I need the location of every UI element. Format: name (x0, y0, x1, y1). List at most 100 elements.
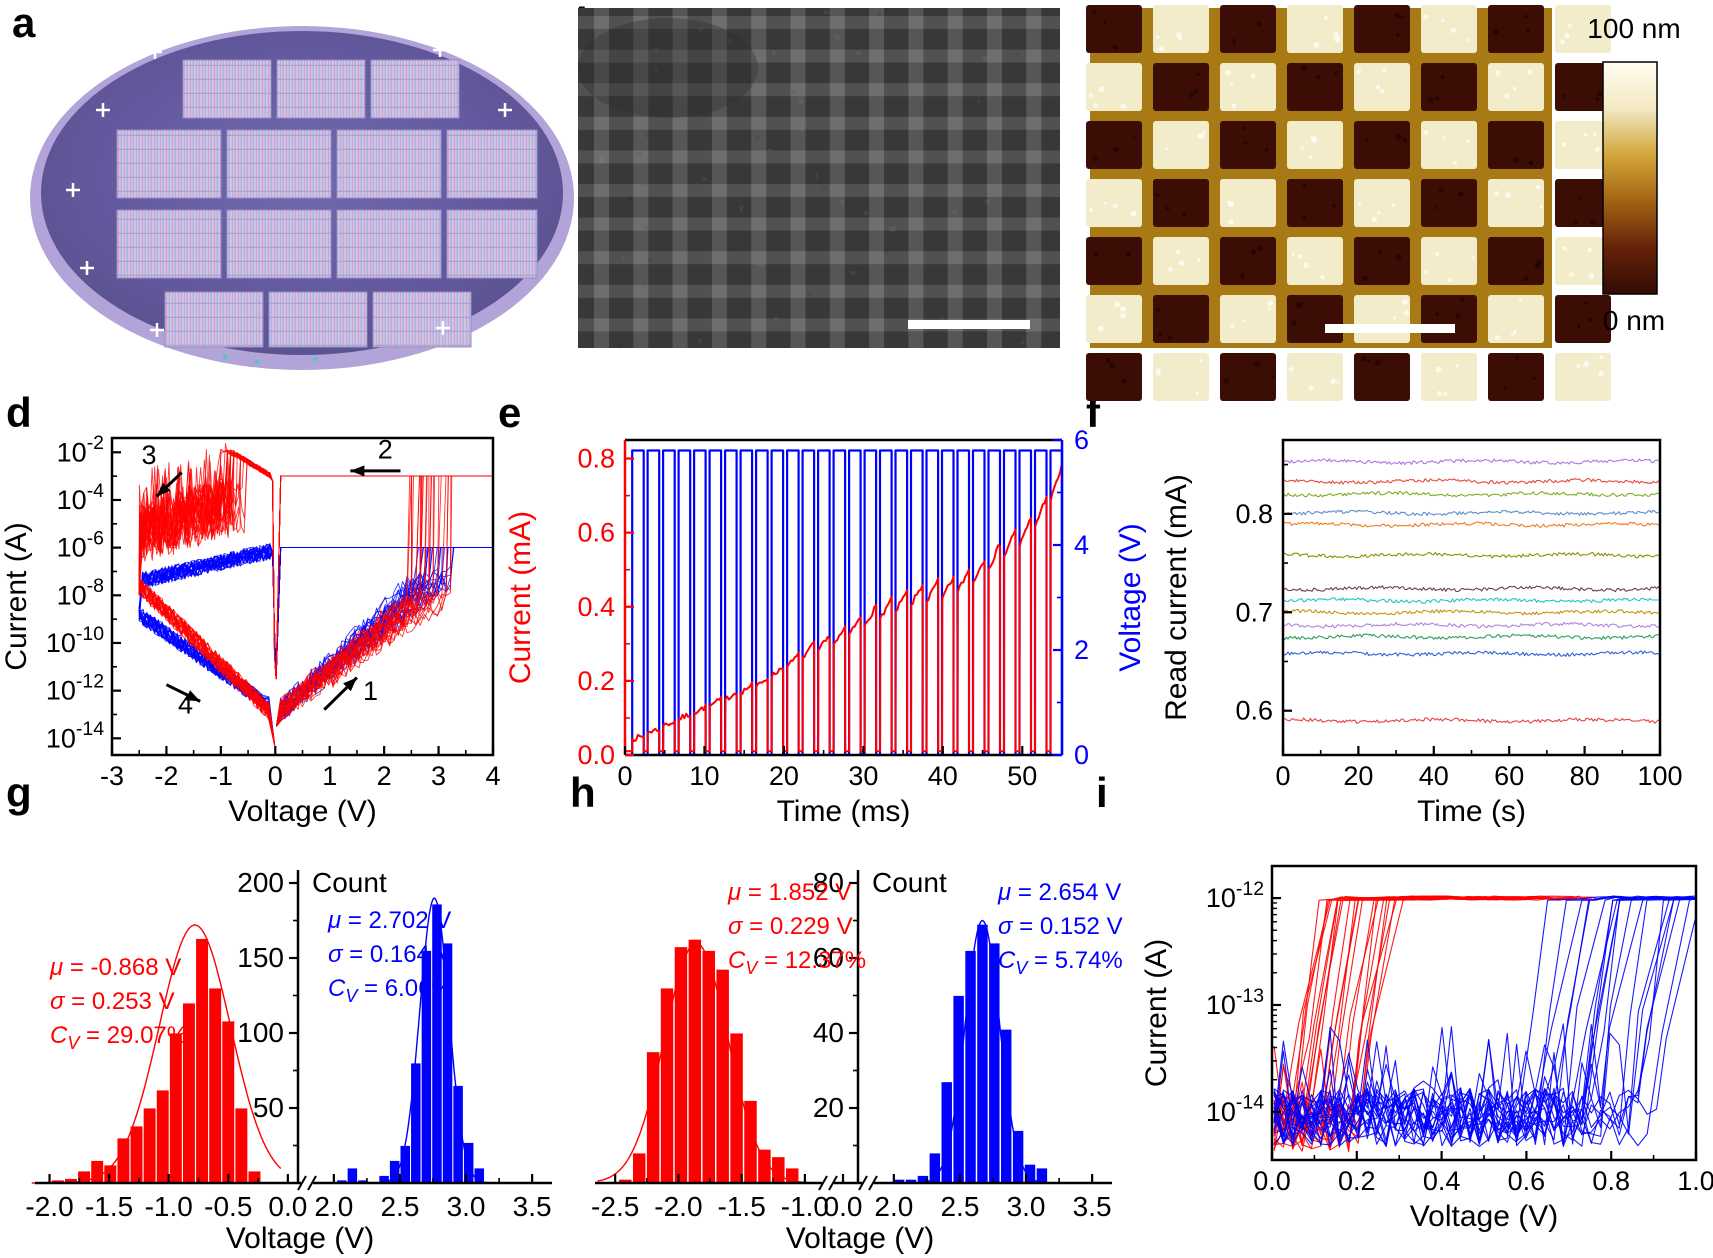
colorbar-min-label: 0 nm (1603, 305, 1665, 336)
stats-line: CV = 5.74% (998, 947, 1123, 978)
histogram-bar (659, 987, 675, 1184)
svg-text:10-4: 10-4 (57, 480, 105, 515)
svg-text:-1.5: -1.5 (718, 1191, 766, 1222)
stats-line: σ = 0.164 V (328, 941, 453, 968)
afm-high-square (1555, 237, 1611, 285)
svg-text:10-10: 10-10 (46, 623, 104, 658)
svg-text:0.0: 0.0 (1253, 1166, 1291, 1196)
svg-text:3: 3 (141, 440, 156, 470)
panel-label-i: i (1096, 769, 1108, 816)
svg-text:0: 0 (1074, 740, 1089, 770)
svg-text:-3: -3 (100, 761, 124, 791)
die-array (268, 291, 368, 348)
afm-high-square (1488, 295, 1544, 343)
count-axis-label: Count (312, 867, 387, 898)
svg-text:20: 20 (1343, 761, 1373, 791)
afm-low-square (1421, 179, 1477, 227)
svg-text:Current (A): Current (A) (1140, 939, 1173, 1087)
histogram-bar (346, 1167, 358, 1184)
svg-text:10-14: 10-14 (1206, 1092, 1264, 1127)
afm-high-square (1488, 63, 1544, 111)
afm-low-square (1488, 353, 1544, 401)
die-array (446, 129, 538, 199)
afm-low-square (1287, 63, 1343, 111)
svg-text:-1.0: -1.0 (145, 1191, 193, 1222)
die-array (372, 291, 472, 348)
svg-text:30: 30 (848, 761, 878, 791)
svg-text:2.5: 2.5 (380, 1191, 419, 1222)
histogram-bar (964, 950, 977, 1184)
svg-text:-1.0: -1.0 (781, 1191, 829, 1222)
histogram-bar (155, 1089, 170, 1184)
afm-low-square (1354, 121, 1410, 169)
afm-low-square (1555, 179, 1611, 227)
afm-low-square (1220, 121, 1276, 169)
afm-low-square (1287, 179, 1343, 227)
afm-high-square (1555, 121, 1611, 169)
svg-text:Voltage (V): Voltage (V) (226, 1222, 374, 1255)
die-array (182, 59, 272, 119)
afm-high-square (1354, 63, 1410, 111)
svg-text:2.5: 2.5 (940, 1191, 979, 1222)
afm-low-square (1354, 353, 1410, 401)
svg-text:40: 40 (813, 1017, 844, 1048)
svg-text:0.8: 0.8 (577, 444, 615, 474)
colorbar-max-label: 100 nm (1587, 13, 1680, 44)
svg-text:6: 6 (1074, 425, 1089, 455)
svg-text:Current (mA): Current (mA) (504, 511, 537, 684)
histogram-bar (646, 1051, 661, 1184)
afm-high-square (1086, 63, 1142, 111)
svg-text:0.0: 0.0 (268, 1191, 307, 1222)
afm-low-square (1287, 295, 1343, 343)
afm-colorbar: 100 nm 0 nm (1587, 13, 1680, 336)
svg-text:40: 40 (928, 761, 958, 791)
svg-text:0.6: 0.6 (577, 518, 615, 548)
die-array (226, 129, 332, 199)
svg-text:-1: -1 (209, 761, 233, 791)
svg-text:40: 40 (1419, 761, 1449, 791)
svg-text:-0.5: -0.5 (204, 1191, 252, 1222)
svg-text:10: 10 (689, 761, 719, 791)
afm-low-square (1153, 179, 1209, 227)
histogram-bar (208, 987, 222, 1184)
svg-text:10-12: 10-12 (46, 670, 104, 705)
afm-high-square (1555, 5, 1611, 53)
stats-line: μ = -0.868 V (49, 954, 181, 981)
sem-image (578, 8, 1060, 348)
svg-text:0.8: 0.8 (1592, 1166, 1630, 1196)
svg-text:Voltage (V): Voltage (V) (228, 795, 376, 828)
afm-low-square (1086, 353, 1142, 401)
afm-low-square (1421, 295, 1477, 343)
threshold-iv-chart: 10-12 10-13 10-14 0.0 0.2 0.4 0.6 0.8 1.0 Voltage… (1140, 864, 1713, 1233)
stats-line: σ = 0.229 V (728, 913, 853, 940)
svg-text:4: 4 (1074, 530, 1089, 560)
svg-text:0.8: 0.8 (1235, 499, 1273, 529)
svg-text:2: 2 (377, 761, 392, 791)
svg-text:3.5: 3.5 (513, 1191, 552, 1222)
histogram-bar (169, 1032, 183, 1184)
afm-low-square (1354, 5, 1410, 53)
svg-text:50: 50 (253, 1092, 284, 1123)
svg-text:150: 150 (237, 942, 284, 973)
afm-high-square (1086, 295, 1142, 343)
die-array (336, 129, 442, 199)
scale-bar (908, 320, 1030, 329)
die-array (276, 59, 366, 119)
svg-text:-2.5: -2.5 (591, 1191, 639, 1222)
die-array (226, 209, 332, 279)
svg-text:60: 60 (1494, 761, 1524, 791)
histogram-bar (399, 1145, 411, 1184)
wafer-photo (30, 26, 574, 370)
afm-high-square (1086, 179, 1142, 227)
svg-text:0: 0 (1275, 761, 1290, 791)
iv-switching-chart: 10-2 10-4 10-6 10-8 10-10 10-12 10-14 -3 -2 -1 0 1 2… (0, 432, 501, 828)
afm-low-square (1153, 63, 1209, 111)
stats-line: σ = 0.152 V (998, 913, 1123, 940)
svg-text:-2.0: -2.0 (654, 1191, 702, 1222)
afm-high-square (1287, 121, 1343, 169)
svg-text:20: 20 (813, 1092, 844, 1123)
svg-text:100: 100 (1637, 761, 1682, 791)
svg-text:0: 0 (268, 761, 283, 791)
svg-text:4: 4 (485, 761, 500, 791)
svg-text:1: 1 (363, 676, 378, 706)
